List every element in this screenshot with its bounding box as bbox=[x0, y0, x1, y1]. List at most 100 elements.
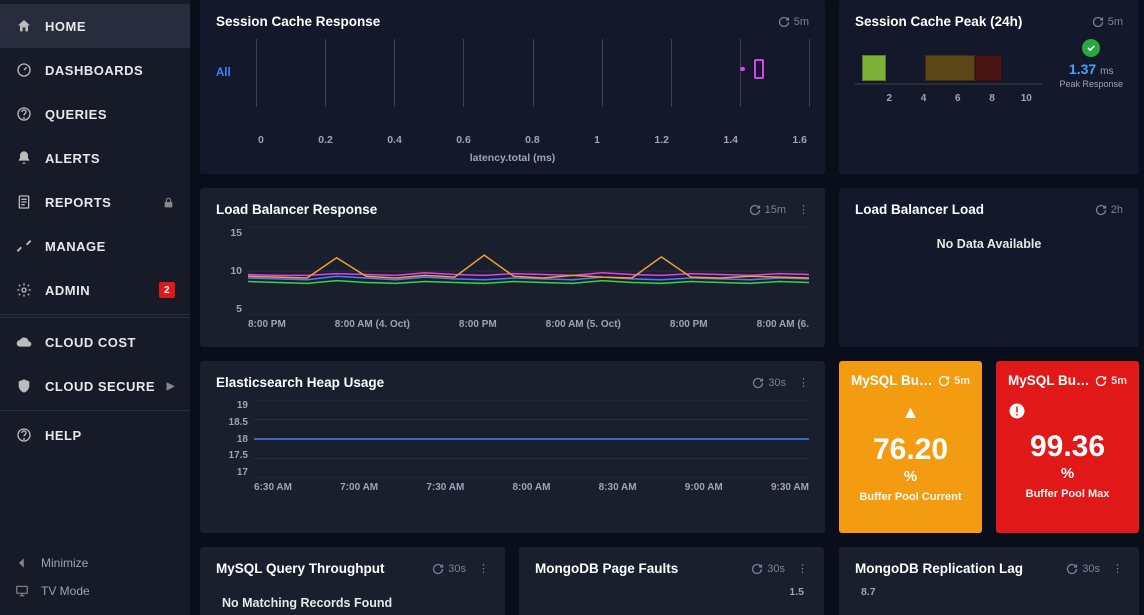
nav-item-alerts[interactable]: ALERTS bbox=[0, 136, 190, 180]
panel-title: Session Cache Peak (24h) bbox=[855, 14, 1022, 29]
panel-session-cache-peak: Session Cache Peak (24h) 5m 246810 1.37m… bbox=[839, 0, 1139, 174]
cloud-icon bbox=[15, 333, 33, 351]
tile-title: MySQL Bu… bbox=[851, 373, 933, 388]
nav-label: ALERTS bbox=[45, 151, 100, 166]
nav-label: CLOUD SECURE bbox=[45, 379, 155, 394]
nav-item-manage[interactable]: MANAGE bbox=[0, 224, 190, 268]
chevron-right-icon: ▶ bbox=[167, 381, 175, 392]
peak-value-block: 1.37ms Peak Response bbox=[1059, 39, 1123, 89]
tile-mysql-buffer-max: MySQL Bu… 5m 99.36 % Buffer Pool Max bbox=[996, 361, 1139, 533]
nav-label: ADMIN bbox=[45, 283, 90, 298]
more-icon[interactable]: ⋮ bbox=[478, 562, 489, 575]
nav-item-home[interactable]: HOME bbox=[0, 4, 190, 48]
more-icon[interactable]: ⋮ bbox=[797, 562, 808, 575]
nav-item-admin[interactable]: ADMIN2 bbox=[0, 268, 190, 312]
refresh-icon[interactable] bbox=[938, 375, 950, 387]
x-axis: 00.20.40.60.811.21.41.6 bbox=[256, 134, 809, 146]
nav-label: DASHBOARDS bbox=[45, 63, 143, 78]
sidebar-footer: Minimize TV Mode bbox=[0, 541, 190, 615]
refresh-icon[interactable] bbox=[1092, 16, 1104, 28]
panel-mongo-faults: MongoDB Page Faults 30s ⋮ 1.5 bbox=[519, 547, 824, 615]
footer-tv-mode[interactable]: TV Mode bbox=[0, 577, 190, 605]
no-data-message: No Matching Records Found bbox=[216, 586, 489, 615]
nav-label: QUERIES bbox=[45, 107, 107, 122]
refresh-interval: 5m bbox=[1108, 16, 1123, 28]
status-ok-icon bbox=[1082, 39, 1100, 57]
left-icon bbox=[15, 556, 31, 570]
refresh-icon[interactable] bbox=[749, 204, 761, 216]
more-icon[interactable]: ⋮ bbox=[1112, 562, 1123, 575]
footer-label: TV Mode bbox=[41, 584, 90, 598]
nav-item-queries[interactable]: QUERIES bbox=[0, 92, 190, 136]
peak-value: 1.37 bbox=[1069, 61, 1096, 77]
refresh-interval: 30s bbox=[448, 563, 466, 575]
panel-mongo-lag: MongoDB Replication Lag 30s ⋮ 8.7 bbox=[839, 547, 1139, 615]
mysql-tiles: MySQL Bu… 5m ▲ 76.20 % Buffer Pool Curre… bbox=[839, 361, 1139, 533]
panel-title: Load Balancer Load bbox=[855, 202, 984, 217]
home-icon bbox=[15, 17, 33, 35]
panel-lb-response: Load Balancer Response 15m ⋮ 15105 8:00 … bbox=[200, 188, 825, 347]
chart-area: 8:00 PM8:00 AM (4. Oct)8:00 PM8:00 AM (5… bbox=[248, 227, 809, 337]
refresh-interval: 15m bbox=[765, 204, 786, 216]
shield-icon bbox=[15, 377, 33, 395]
tile-label: Buffer Pool Current bbox=[851, 491, 970, 503]
nav-item-reports[interactable]: REPORTS bbox=[0, 180, 190, 224]
refresh-icon[interactable] bbox=[1095, 375, 1107, 387]
nav-label: REPORTS bbox=[45, 195, 111, 210]
refresh-icon[interactable] bbox=[778, 16, 790, 28]
panel-title: MongoDB Replication Lag bbox=[855, 561, 1023, 576]
y-axis: 15105 bbox=[216, 227, 248, 337]
panel-title: MongoDB Page Faults bbox=[535, 561, 678, 576]
tools-icon bbox=[15, 237, 33, 255]
svg-text:8: 8 bbox=[989, 93, 995, 104]
panel-es-heap: Elasticsearch Heap Usage 30s ⋮ 1918.5181… bbox=[200, 361, 825, 533]
panel-title: Elasticsearch Heap Usage bbox=[216, 375, 384, 390]
footer-minimize[interactable]: Minimize bbox=[0, 549, 190, 577]
tile-label: Buffer Pool Max bbox=[1008, 488, 1127, 500]
more-icon[interactable]: ⋮ bbox=[798, 203, 809, 216]
chart-area bbox=[256, 39, 809, 134]
error-icon bbox=[1008, 402, 1127, 420]
x-axis: 6:30 AM7:00 AM7:30 AM8:00 AM8:30 AM9:00 … bbox=[254, 478, 809, 493]
tile-value: 99.36 bbox=[1008, 430, 1127, 463]
lock-icon bbox=[162, 196, 175, 209]
chart-area: 246810 bbox=[855, 39, 1043, 109]
monitor-icon bbox=[15, 584, 31, 598]
refresh-interval: 30s bbox=[1082, 563, 1100, 575]
svg-text:6: 6 bbox=[955, 93, 961, 104]
nav-item-cloud-secure[interactable]: CLOUD SECURE ▶ bbox=[0, 364, 190, 408]
refresh-icon[interactable] bbox=[751, 563, 763, 575]
tile-unit: % bbox=[851, 468, 970, 485]
footer-label: Minimize bbox=[41, 556, 88, 570]
panel-mysql-throughput: MySQL Query Throughput 30s ⋮ No Matching… bbox=[200, 547, 505, 615]
panel-lb-load: Load Balancer Load 2h No Data Available bbox=[839, 188, 1139, 347]
gauge-icon bbox=[15, 61, 33, 79]
refresh-icon[interactable] bbox=[1095, 204, 1107, 216]
refresh-icon[interactable] bbox=[1066, 563, 1078, 575]
no-data-message: No Data Available bbox=[855, 227, 1123, 261]
tile-unit: % bbox=[1008, 465, 1127, 482]
refresh-interval: 5m bbox=[954, 375, 970, 387]
help-icon bbox=[15, 105, 33, 123]
nav-label: CLOUD COST bbox=[45, 335, 136, 350]
nav-item-help[interactable]: HELP bbox=[0, 413, 190, 457]
chart-area: 6:30 AM7:00 AM7:30 AM8:00 AM8:30 AM9:00 … bbox=[254, 400, 809, 500]
nav-label: HOME bbox=[45, 19, 86, 34]
peak-unit: ms bbox=[1100, 66, 1113, 77]
refresh-interval: 5m bbox=[1111, 375, 1127, 387]
all-selector[interactable]: All bbox=[216, 39, 256, 134]
refresh-icon[interactable] bbox=[752, 377, 764, 389]
tile-title: MySQL Bu… bbox=[1008, 373, 1090, 388]
help-icon bbox=[15, 426, 33, 444]
nav-item-dashboards[interactable]: DASHBOARDS bbox=[0, 48, 190, 92]
nav-item-cloud-cost[interactable]: CLOUD COST bbox=[0, 320, 190, 364]
refresh-icon[interactable] bbox=[432, 563, 444, 575]
svg-text:2: 2 bbox=[886, 93, 892, 104]
more-icon[interactable]: ⋮ bbox=[798, 376, 809, 389]
tile-mysql-buffer-current: MySQL Bu… 5m ▲ 76.20 % Buffer Pool Curre… bbox=[839, 361, 982, 533]
refresh-interval: 30s bbox=[768, 377, 786, 389]
y-tick: 1.5 bbox=[535, 586, 808, 598]
svg-text:10: 10 bbox=[1021, 93, 1033, 104]
nav-label: MANAGE bbox=[45, 239, 106, 254]
bell-icon bbox=[15, 149, 33, 167]
